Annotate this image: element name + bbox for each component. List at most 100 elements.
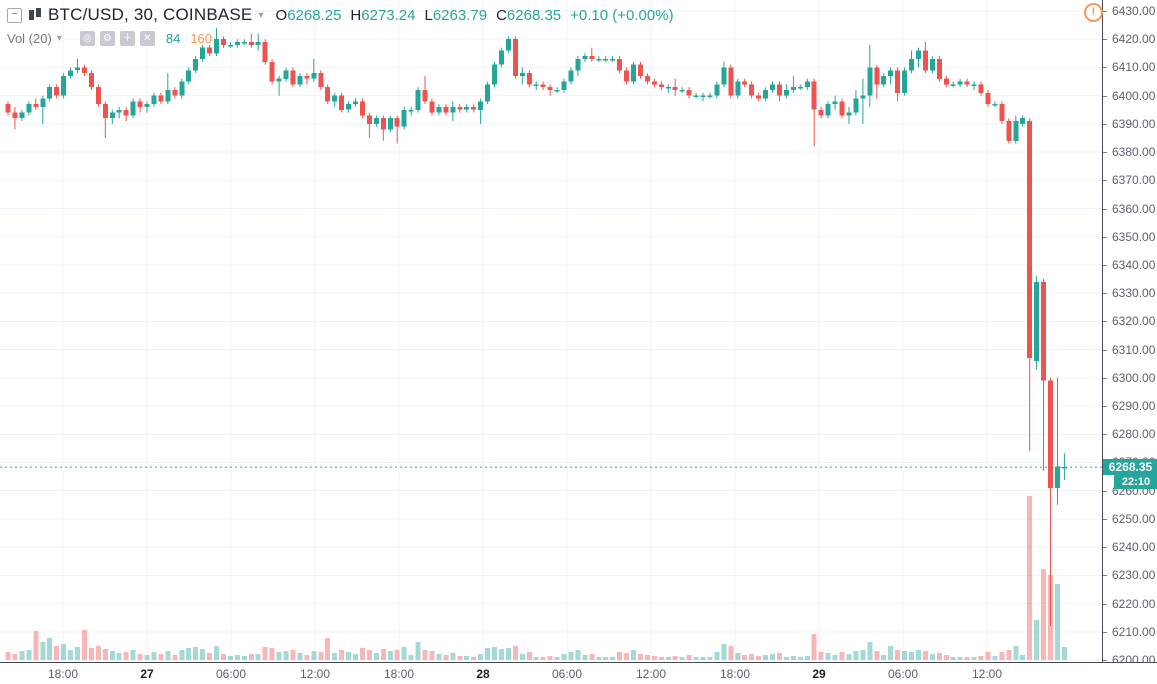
time-axis[interactable]: 18:00 27 06:00 12:00 18:00 28 06:00 12:00 18:00 2… (0, 662, 1157, 684)
volume-bar (721, 644, 727, 660)
volume-bar (589, 654, 595, 660)
volume-bar (116, 653, 122, 660)
candlestick-chart[interactable] (0, 0, 1102, 662)
volume-bar (54, 646, 60, 660)
volume-bar (686, 655, 692, 660)
candle (902, 70, 908, 93)
volume-bar (276, 652, 282, 660)
volume-bar (957, 657, 963, 660)
candle (603, 59, 609, 61)
candle (672, 87, 678, 90)
candle (422, 90, 428, 102)
candle (82, 67, 87, 73)
candle (248, 42, 254, 45)
price-tick-mark (1103, 180, 1107, 181)
volume-bar (700, 657, 706, 660)
candle (999, 104, 1005, 121)
volume-bar (874, 651, 880, 660)
candle (651, 81, 657, 85)
candle (950, 84, 956, 86)
price-tick-mark (1103, 124, 1107, 125)
volume-bar (304, 655, 310, 660)
volume-bar (478, 654, 484, 660)
candle (818, 109, 824, 116)
price-axis[interactable]: 6430.00 6420.00 6410.00 6400.00 6390.00 6380.… (1102, 0, 1157, 667)
symbol-title[interactable]: BTC/USD, 30, COINBASE (48, 5, 253, 24)
candle (839, 101, 845, 116)
collapse-legend-button[interactable]: − (7, 7, 22, 23)
volume-bar (158, 654, 164, 660)
candles (5, 27, 1067, 627)
volume-bar (526, 652, 532, 660)
price-tick-label: 6230.00 (1112, 568, 1156, 582)
eye-icon[interactable]: ◎ (79, 30, 95, 46)
volume-bar (1061, 647, 1067, 660)
candle (922, 50, 928, 71)
price-tick-label: 6430.00 (1112, 4, 1156, 18)
candle (749, 84, 755, 96)
candle (790, 87, 796, 90)
volume-bar (909, 652, 914, 660)
volume-bar (860, 650, 866, 660)
close-icon[interactable]: ✕ (139, 30, 155, 46)
volume-bar (130, 650, 136, 660)
price-tick-label: 6360.00 (1112, 202, 1156, 216)
candle (644, 75, 650, 82)
volume-bar (429, 651, 435, 660)
volume-bar (971, 657, 977, 660)
candle (75, 67, 80, 71)
symbol-legend-row: − BTC/USD, 30, COINBASE ▾ O6268.25 H6273… (7, 4, 674, 26)
plus-icon[interactable]: ＋ (119, 30, 135, 46)
candle (742, 81, 748, 85)
price-tick-label: 6410.00 (1112, 60, 1156, 74)
volume-bar (12, 654, 18, 660)
volume-bar (714, 652, 720, 660)
candle (929, 59, 935, 71)
indicator-dropdown-caret[interactable]: ▾ (56, 32, 62, 44)
volume-bar (943, 655, 949, 660)
candle (68, 70, 74, 76)
candle (40, 98, 46, 107)
symbol-dropdown-caret[interactable]: ▾ (258, 9, 264, 21)
candle (95, 87, 101, 105)
candle (408, 109, 414, 112)
volume-bar (241, 656, 247, 660)
volume-bar (749, 654, 755, 660)
time-tick-label: 18:00 (47, 667, 79, 681)
time-tick-label: 06:00 (887, 667, 919, 681)
price-tick-label: 6280.00 (1112, 427, 1156, 441)
volume-bar (1027, 496, 1033, 660)
candle (151, 95, 157, 105)
candle (582, 56, 588, 59)
candle (610, 59, 616, 61)
price-tick-mark (1103, 96, 1107, 97)
volume-bar (450, 653, 456, 660)
candle (679, 90, 685, 92)
candle (116, 109, 122, 113)
candle (339, 95, 345, 110)
candle (102, 104, 108, 119)
volume-bar (165, 651, 171, 660)
volume-bar (804, 656, 810, 660)
volume-bar (985, 652, 991, 660)
volume-bar (936, 653, 942, 660)
volume-bar (540, 657, 546, 660)
alert-warning-icon[interactable]: ! (1084, 3, 1103, 22)
volume-bar (665, 657, 671, 660)
candle (492, 64, 497, 85)
volume-bar (109, 651, 115, 660)
volume-current-value: 84 (165, 30, 181, 46)
candle (88, 73, 94, 88)
chart-legend: − BTC/USD, 30, COINBASE ▾ O6268.25 H6273… (7, 4, 674, 48)
volume-bar (5, 652, 11, 660)
volume-bar (269, 648, 275, 660)
volume-bar (763, 655, 769, 660)
volume-bar (561, 654, 567, 660)
time-tick-label: 12:00 (299, 667, 331, 681)
volume-bar (290, 650, 296, 660)
gear-icon[interactable]: ⚙ (99, 30, 115, 46)
volume-bar (297, 653, 303, 660)
volume-indicator-label[interactable]: Vol (20) (7, 30, 52, 46)
candle (26, 104, 32, 113)
volume-bar (770, 654, 775, 660)
